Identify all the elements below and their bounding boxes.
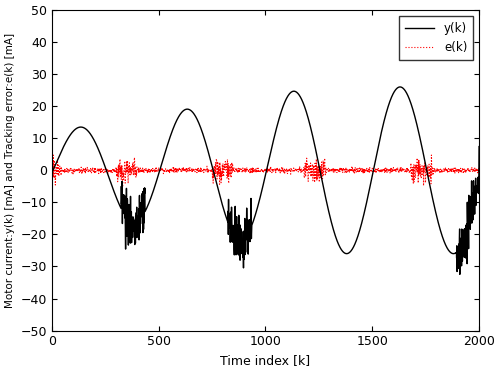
Y-axis label: Motor current:y(k) [mA] and Tracking error:e(k) [mA]: Motor current:y(k) [mA] and Tracking err… [5, 33, 15, 308]
y(k) [397, 85, 403, 89]
e(k) [401, 167, 407, 171]
y(k) [49, 170, 55, 175]
X-axis label: Time index [k]: Time index [k] [220, 354, 310, 367]
y(k) [58, 149, 64, 153]
e(k) [49, 176, 55, 180]
y(k) [72, 127, 78, 132]
y(k) [400, 87, 406, 91]
e(k) [208, 170, 214, 174]
e(k) [476, 167, 482, 172]
e(k) [50, 152, 56, 157]
y(k) [87, 131, 93, 135]
e(k) [306, 168, 312, 172]
e(k) [72, 168, 78, 173]
Line: y(k): y(k) [52, 87, 479, 274]
e(k) [87, 170, 93, 174]
y(k) [208, 158, 214, 163]
e(k) [120, 185, 126, 189]
Line: e(k): e(k) [52, 154, 479, 187]
y(k) [306, 118, 312, 122]
y(k) [457, 272, 463, 276]
Legend: y(k), e(k): y(k), e(k) [399, 16, 473, 60]
y(k) [476, 144, 482, 149]
e(k) [58, 167, 64, 171]
